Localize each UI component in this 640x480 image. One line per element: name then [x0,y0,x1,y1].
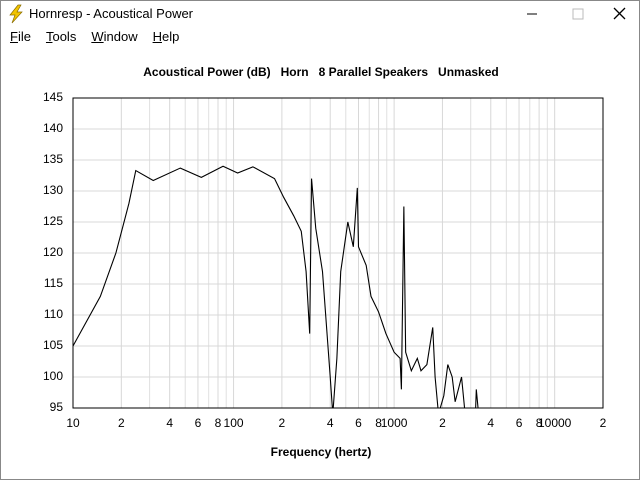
x-tick-label: 2 [279,416,286,430]
x-tick-label: 4 [327,416,334,430]
x-tick-label: 2 [439,416,446,430]
y-tick-label: 95 [50,400,64,414]
y-tick-label: 105 [43,338,63,352]
x-tick-label: 6 [355,416,362,430]
app-icon [9,4,23,24]
y-tick-label: 115 [44,276,63,290]
x-tick-label: 1000 [381,416,408,430]
y-tick-label: 145 [43,90,63,104]
menu-item[interactable]: Help [152,29,180,44]
y-tick-label: 110 [44,307,63,321]
y-tick-label: 130 [43,183,63,197]
y-tick-label: 120 [43,245,63,259]
x-tick-label: 4 [487,416,494,430]
x-tick-label: 10 [66,416,80,430]
data-line [73,165,479,408]
chart-title: Acoustical Power (dB) Horn 8 Parallel Sp… [143,65,498,79]
window-controls[interactable] [509,1,639,27]
x-tick-label: 8 [215,416,222,430]
x-tick-label: 10000 [538,416,572,430]
y-tick-label: 125 [43,214,63,228]
x-axis-label: Frequency (hertz) [271,445,372,459]
maximize[interactable] [572,8,584,20]
y-tick-label: 100 [43,369,63,383]
menu-item[interactable]: Tools [45,29,77,44]
plot-frame [72,97,604,409]
x-tick-label: 4 [166,416,173,430]
y-tick-label: 135 [43,152,63,166]
x-tick-label: 8 [536,416,543,430]
chart: Acoustical Power (dB) Horn 8 Parallel Sp… [43,65,607,459]
window-title: Hornresp - Acoustical Power [29,6,194,21]
x-tick-label: 2 [118,416,125,430]
menu-item[interactable]: File [10,29,31,44]
x-tick-label: 8 [375,416,382,430]
y-tick-label: 140 [43,121,63,135]
menu-item[interactable]: Window [91,29,138,44]
x-tick-label: 2 [600,416,607,430]
menu-bar: File Tools Window Help [1,27,639,49]
x-tick-label: 100 [224,416,244,430]
close[interactable] [613,7,626,20]
title-bar: Hornresp - Acoustical Power [1,1,639,27]
x-tick-label: 6 [516,416,523,430]
x-tick-label: 6 [195,416,202,430]
